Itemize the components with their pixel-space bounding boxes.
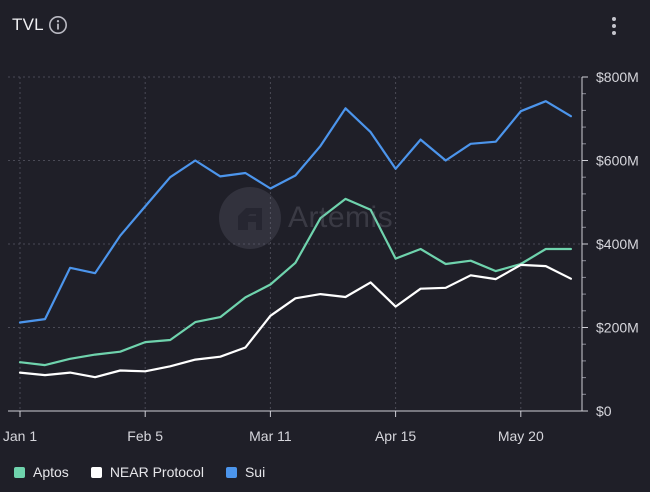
chart-grid bbox=[8, 76, 582, 411]
more-vertical-icon[interactable] bbox=[604, 14, 624, 38]
tvl-line-chart: $0 $200M $400M $600M $800M Jan 1 Feb 5 Mar 11 Ap… bbox=[3, 69, 639, 444]
x-tick-label: Jan 1 bbox=[3, 428, 37, 444]
legend-item-aptos[interactable]: Aptos bbox=[14, 464, 69, 480]
legend-swatch-aptos bbox=[14, 466, 25, 478]
x-tick-label: Mar 11 bbox=[249, 428, 292, 444]
legend-label-sui: Sui bbox=[244, 464, 266, 480]
chart-series bbox=[18, 100, 573, 379]
legend-swatch-sui bbox=[225, 466, 237, 478]
y-tick-label: $400M bbox=[596, 236, 639, 252]
info-icon[interactable] bbox=[48, 15, 68, 35]
y-tick-label: $600M bbox=[596, 153, 639, 169]
legend-swatch-near-protocol bbox=[90, 466, 102, 478]
series-line-aptos bbox=[18, 197, 573, 367]
legend-label-near-protocol: NEAR Protocol bbox=[109, 464, 204, 480]
y-tick-label: $0 bbox=[596, 403, 612, 419]
legend-item-near-protocol[interactable]: NEAR Protocol bbox=[90, 464, 204, 480]
series-line-sui bbox=[18, 100, 573, 324]
chart-axes: $0 $200M $400M $600M $800M Jan 1 Feb 5 Mar 11 Ap… bbox=[3, 69, 639, 444]
y-tick-label: $200M bbox=[596, 320, 639, 336]
x-tick-label: Apr 15 bbox=[375, 428, 416, 444]
legend-item-sui[interactable]: Sui bbox=[225, 464, 266, 480]
series-line-near-protocol bbox=[18, 263, 573, 379]
legend-label-aptos: Aptos bbox=[33, 464, 69, 480]
chart-title: TVL bbox=[12, 15, 44, 34]
chart-legend: Aptos NEAR Protocol Sui bbox=[14, 462, 287, 482]
y-tick-label: $800M bbox=[596, 69, 639, 85]
x-tick-label: Feb 5 bbox=[127, 428, 163, 444]
x-tick-label: May 20 bbox=[498, 428, 544, 444]
chart-header: TVL bbox=[0, 0, 650, 52]
